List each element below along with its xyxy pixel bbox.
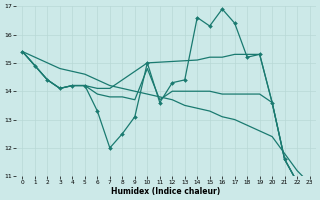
X-axis label: Humidex (Indice chaleur): Humidex (Indice chaleur): [111, 187, 221, 196]
